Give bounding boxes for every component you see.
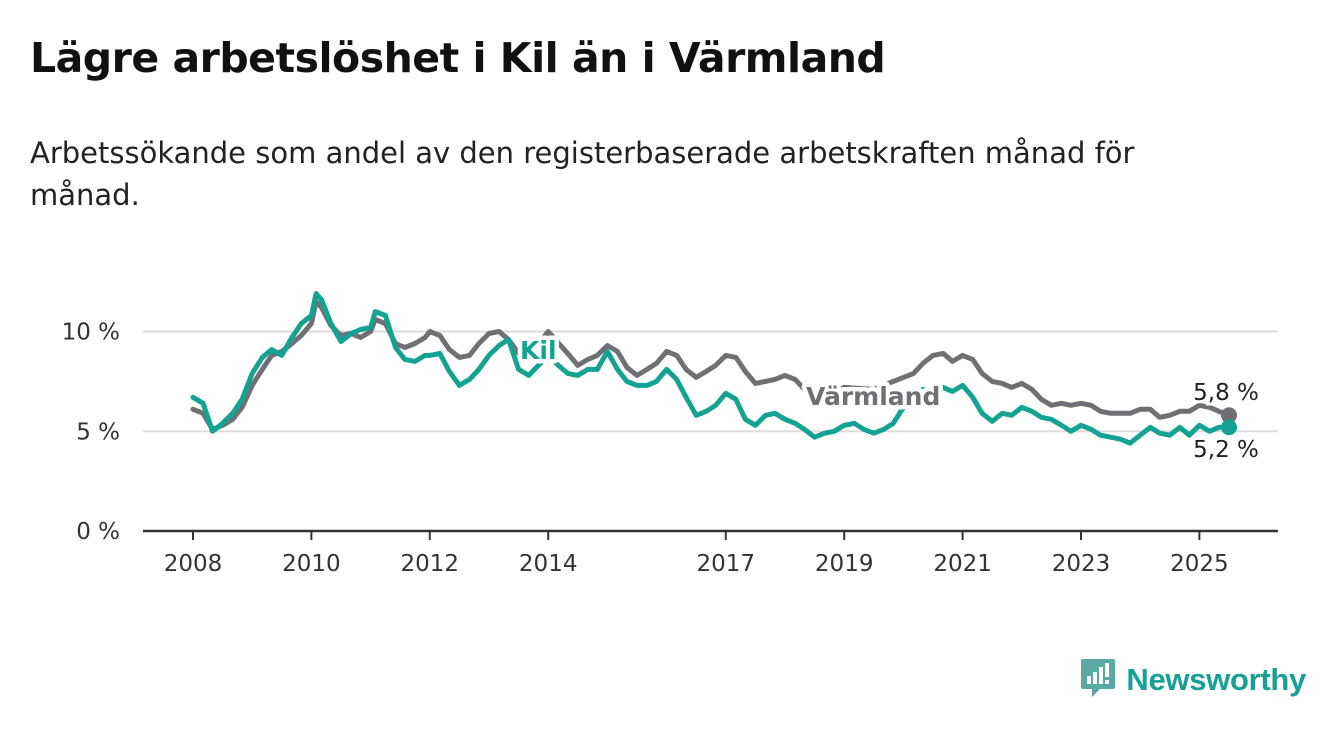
series-label-kil: Kil	[520, 336, 557, 365]
axes: 0 % 5 % 10 % 2008 2010 2012 2014 2017 2019 2021 20…	[62, 320, 1278, 577]
x-tick-label: 2021	[933, 551, 992, 577]
x-tick-label: 2012	[401, 551, 460, 577]
end-point-varmland	[1221, 407, 1237, 424]
chart-title: Lägre arbetslöshet i Kil än i Värmland	[30, 34, 886, 82]
gridlines	[143, 330, 1278, 433]
chart-subtitle: Arbetssökande som andel av den registerb…	[30, 136, 1135, 212]
x-tick-label: 2014	[519, 551, 578, 577]
series-lines	[190, 291, 1237, 446]
x-tick-label: 2017	[697, 551, 756, 577]
series-labels: Kil Värmland 5,8 % 5,2 %	[516, 332, 1262, 467]
y-tick-label: 0 %	[76, 519, 120, 545]
x-tick-label: 2025	[1170, 551, 1229, 577]
y-tick-label: 10 %	[62, 320, 120, 346]
x-tick-label: 2008	[164, 551, 223, 577]
end-label-kil: 5,2 %	[1193, 437, 1259, 463]
x-tick-label: 2023	[1052, 551, 1111, 577]
end-point-kil	[1221, 419, 1237, 436]
newsworthy-wordmark: Newsworthy	[1126, 662, 1306, 697]
newsworthy-brand[interactable]: Newsworthy	[1080, 658, 1306, 702]
end-label-varmland: 5,8 %	[1193, 380, 1259, 406]
x-tick-label: 2019	[815, 551, 874, 577]
series-label-varmland: Värmland	[806, 382, 940, 411]
newsworthy-logo-icon	[1080, 657, 1116, 703]
series-line-kil	[190, 291, 1232, 446]
y-tick-label: 5 %	[76, 419, 120, 445]
x-tick-label: 2010	[282, 551, 341, 577]
